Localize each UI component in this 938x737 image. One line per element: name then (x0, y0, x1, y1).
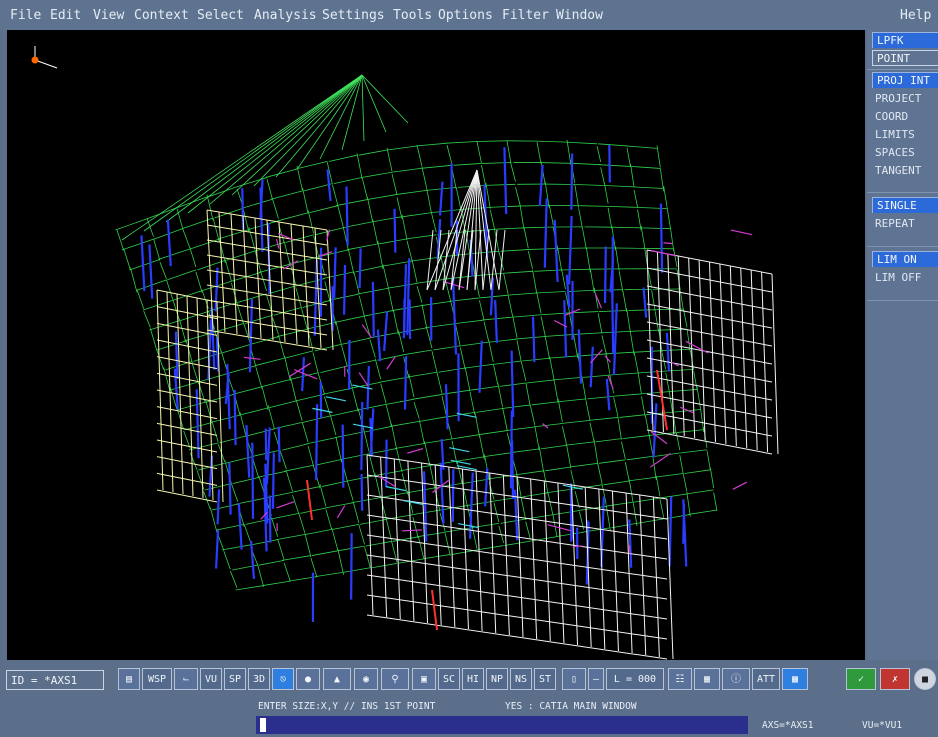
l-counter-field[interactable]: L = 000 (606, 668, 664, 690)
grid-icon[interactable]: ▦ (694, 668, 720, 690)
menu-file[interactable]: File (10, 8, 42, 23)
menu-help[interactable]: Help (900, 8, 932, 23)
zoom-icon[interactable]: ⚲ (381, 668, 409, 690)
att-button[interactable]: ATT (752, 668, 780, 690)
lpfk-button[interactable]: LPFK (872, 32, 938, 48)
proj-int-button[interactable]: PROJ INT (872, 72, 938, 88)
sc-button[interactable]: SC (438, 668, 460, 690)
tangent-option[interactable]: TANGENT (875, 164, 922, 177)
screen-icon[interactable]: ▩ (782, 668, 808, 690)
yes-icon[interactable]: ✓ (846, 668, 876, 690)
divider (867, 69, 938, 70)
menu-select[interactable]: Select (197, 8, 244, 23)
coord-option[interactable]: COORD (875, 110, 909, 123)
message-text: YES : CATIA MAIN WINDOW (505, 701, 637, 712)
menu-tools[interactable]: Tools (393, 8, 433, 23)
render-icon[interactable]: ◉ (354, 668, 378, 690)
repeat-option[interactable]: REPEAT (875, 217, 915, 230)
frame-icon[interactable]: ▣ (412, 668, 436, 690)
id-field[interactable]: ID = *AXS1 (6, 670, 104, 690)
vu-button[interactable]: VU (200, 668, 222, 690)
axis-readout: AXS=*AXS1 (762, 720, 814, 731)
no-icon[interactable]: ✗ (880, 668, 910, 690)
project-option[interactable]: PROJECT (875, 92, 922, 105)
status-bar: ENTER SIZE:X,Y // INS 1ST POINT YES : CA… (0, 698, 938, 716)
info-icon[interactable]: ⓘ (722, 668, 750, 690)
lim-on-button[interactable]: LIM ON (872, 251, 938, 267)
menu-filter[interactable]: Filter (502, 8, 549, 23)
graphics-viewport[interactable] (7, 30, 865, 660)
bottom-toolbar: ID = *AXS1 ▤ WSP ⌙ VU SP 3D ⎋ ● ▲ ◉ ⚲ ▣ … (0, 662, 938, 698)
spaces-option[interactable]: SPACES (875, 146, 915, 159)
wsp-button[interactable]: WSP (142, 668, 172, 690)
cylinder-icon[interactable]: ▯ (562, 668, 586, 690)
menu-view[interactable]: View (93, 8, 125, 23)
point-button[interactable]: POINT (872, 50, 938, 66)
view-readout: VU=*VU1 (862, 720, 903, 731)
menu-window[interactable]: Window (556, 8, 603, 23)
single-button[interactable]: SINGLE (872, 197, 938, 213)
wireframe-model[interactable] (7, 30, 865, 660)
command-input[interactable] (256, 716, 748, 734)
axis-triad-icon (31, 46, 58, 69)
layer-icon[interactable]: ▤ (118, 668, 140, 690)
axis-icon[interactable]: ⌙ (174, 668, 198, 690)
divider (867, 246, 938, 247)
divider (867, 300, 938, 301)
sphere-icon[interactable]: ● (296, 668, 320, 690)
st-button[interactable]: ST (534, 668, 556, 690)
command-panel: LPFK POINT PROJ INT PROJECT COORD LIMITS… (867, 30, 938, 660)
divider (867, 192, 938, 193)
sp-button[interactable]: SP (224, 668, 246, 690)
lim-off-option[interactable]: LIM OFF (875, 271, 922, 284)
prompt-text: ENTER SIZE:X,Y // INS 1ST POINT (258, 701, 436, 712)
menu-bar: File Edit View Context Select Analysis S… (0, 0, 938, 30)
text-cursor (260, 718, 266, 732)
menu-context[interactable]: Context (134, 8, 189, 23)
menu-settings[interactable]: Settings (322, 8, 385, 23)
tree-icon[interactable]: ☷ (668, 668, 692, 690)
menu-analysis[interactable]: Analysis (254, 8, 317, 23)
exit-icon[interactable]: ⎋ (272, 668, 294, 690)
plane-icon[interactable]: ▲ (323, 668, 351, 690)
dash-icon[interactable]: — (588, 668, 604, 690)
stop-icon[interactable]: ■ (914, 668, 936, 690)
limits-option[interactable]: LIMITS (875, 128, 915, 141)
hi-button[interactable]: HI (462, 668, 484, 690)
3d-button[interactable]: 3D (248, 668, 270, 690)
menu-options[interactable]: Options (438, 8, 493, 23)
ns-button[interactable]: NS (510, 668, 532, 690)
menu-edit[interactable]: Edit (50, 8, 82, 23)
np-button[interactable]: NP (486, 668, 508, 690)
